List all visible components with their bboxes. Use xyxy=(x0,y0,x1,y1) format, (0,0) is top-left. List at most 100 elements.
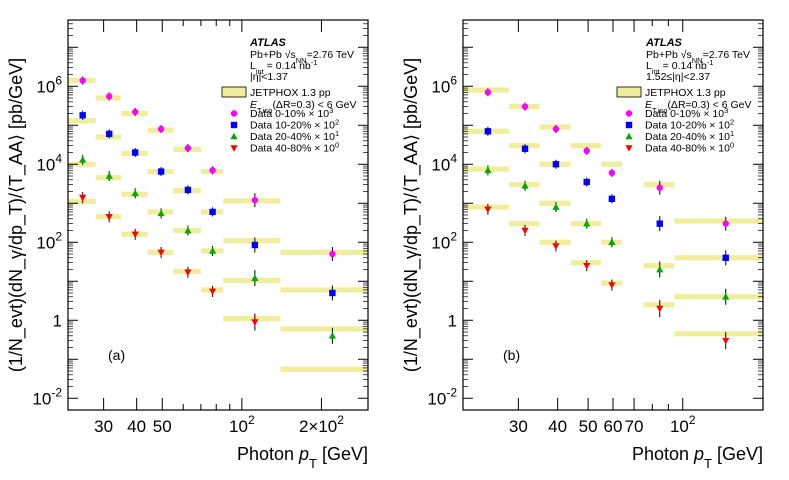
x-axis-label-part: [GeV] xyxy=(712,444,763,464)
legend-info-part: =2.76 TeV xyxy=(703,49,750,61)
data-point xyxy=(208,247,217,254)
data-point xyxy=(208,288,217,296)
data-point xyxy=(656,265,664,273)
legend-band-label: JETPHOX 1.3 pp xyxy=(645,87,726,99)
data-point xyxy=(521,182,529,189)
y-tick-label-base: 1 xyxy=(448,311,457,330)
data-point xyxy=(484,166,492,174)
data-point xyxy=(583,262,591,270)
legend-info-line: Lint = 0.14 nb-1 xyxy=(646,58,713,76)
legend-info-part: 1.52≤|η|<2.37 xyxy=(646,71,710,83)
data-point xyxy=(608,282,616,289)
jetphox-band xyxy=(674,255,763,261)
x-axis-label-part: p xyxy=(693,444,704,464)
jetphox-band xyxy=(463,166,509,172)
x-tick-label-base: 2×10 xyxy=(299,417,337,436)
jetphox-band xyxy=(674,218,763,224)
data-point xyxy=(328,331,336,339)
data-point xyxy=(521,103,529,110)
x-tick-label-exponent: 2 xyxy=(248,413,255,427)
data-point xyxy=(106,93,113,100)
legend-entry-label: Data 0-10% × 10 xyxy=(250,108,329,120)
data-point xyxy=(329,289,336,297)
legend-info-part: L xyxy=(250,60,256,72)
legend-entry-label: Data 20-40% × 10 xyxy=(645,131,730,143)
x-tick-label-exponent: 2 xyxy=(337,413,344,427)
data-point xyxy=(722,292,730,300)
x-tick-label-base: 10 xyxy=(229,417,248,436)
legend-entry-exponent: 2 xyxy=(730,117,734,126)
legend-info-part: -1 xyxy=(311,58,318,67)
y-tick-label-base: 10 xyxy=(32,389,51,408)
legend-marker xyxy=(230,132,238,140)
legend-entry: Data 20-40% × 101 xyxy=(645,129,734,144)
jetphox-band xyxy=(601,161,622,167)
y-axis-label: (1/N_evt)(dN_γ/dp_T)/⟨T_AA⟩ [pb/GeV] xyxy=(401,58,422,372)
legend-info-part: = 0.14 nb xyxy=(660,60,707,72)
legend-marker xyxy=(230,145,238,152)
x-tick-label: 60 xyxy=(604,417,623,436)
x-tick-label: 102 xyxy=(670,413,696,436)
legend-marker xyxy=(625,121,633,129)
legend-marker xyxy=(625,132,633,140)
data-point xyxy=(329,250,336,258)
jetphox-band xyxy=(643,182,675,188)
x-tick-label: 30 xyxy=(509,417,528,436)
legend-info-part: -1 xyxy=(707,58,714,67)
legend-entry-exponent: 0 xyxy=(730,140,734,149)
data-point xyxy=(209,208,216,216)
y-tick-label: 102 xyxy=(431,229,457,252)
jetphox-band xyxy=(280,326,368,332)
data-point xyxy=(209,167,216,174)
jetphox-band xyxy=(68,161,96,167)
y-tick-label-exponent: 2 xyxy=(55,229,62,243)
legend-band-swatch xyxy=(616,86,642,98)
data-point xyxy=(79,194,87,202)
x-tick-label-base: 10 xyxy=(670,417,689,436)
x-axis-label-part: Photon xyxy=(237,444,299,464)
data-point xyxy=(131,231,139,239)
data-point xyxy=(552,203,560,210)
legend-isolation-label: ET,iso(ΔR=0.3) < 6 GeV xyxy=(645,99,752,115)
data-point xyxy=(608,169,616,177)
y-tick-label-exponent: 6 xyxy=(55,73,62,87)
y-tick-label: 10-2 xyxy=(427,385,457,408)
legend-info-part: |η|<1.37 xyxy=(250,71,288,83)
y-tick-label-exponent: 2 xyxy=(450,229,457,243)
y-tick-label-base: 10 xyxy=(431,233,450,252)
x-tick-label: 102 xyxy=(229,413,255,436)
jetphox-band xyxy=(570,260,602,266)
legend-isolation-part: T,iso xyxy=(257,106,272,115)
data-point xyxy=(132,108,139,116)
legend-info-part: int xyxy=(256,67,265,76)
legend-title: ATLAS xyxy=(645,37,683,49)
data-point xyxy=(79,77,86,84)
data-point xyxy=(251,196,259,204)
legend-marker xyxy=(625,110,633,117)
legend-entry: Data 10-20% × 102 xyxy=(645,117,734,132)
legend-entry-label: Data 40-80% × 10 xyxy=(645,143,730,155)
y-tick-label-exponent: 4 xyxy=(450,151,457,165)
y-tick-label-base: 10 xyxy=(427,389,446,408)
x-tick-label: 40 xyxy=(127,417,146,436)
y-tick-label: 10-2 xyxy=(32,385,62,408)
legend-entry-exponent: 1 xyxy=(730,129,734,138)
y-tick-label: 106 xyxy=(36,73,62,96)
x-axis-label: Photon pT [GeV] xyxy=(632,444,763,471)
data-point xyxy=(184,144,192,152)
data-point xyxy=(105,213,113,221)
data-point xyxy=(157,249,165,257)
data-point xyxy=(105,172,113,179)
data-point xyxy=(79,156,87,163)
panel-label: (b) xyxy=(503,347,520,363)
data-point xyxy=(583,147,590,155)
y-tick-label-base: 10 xyxy=(36,233,55,252)
legend-entry: Data 0-10% × 103 xyxy=(645,106,728,121)
legend-entry-exponent: 2 xyxy=(335,117,339,126)
jetphox-band xyxy=(539,200,571,206)
y-tick-label: 1 xyxy=(53,311,62,330)
data-point xyxy=(484,89,492,96)
x-tick-label: 2×102 xyxy=(299,413,344,436)
x-tick-label-base: 30 xyxy=(94,417,113,436)
